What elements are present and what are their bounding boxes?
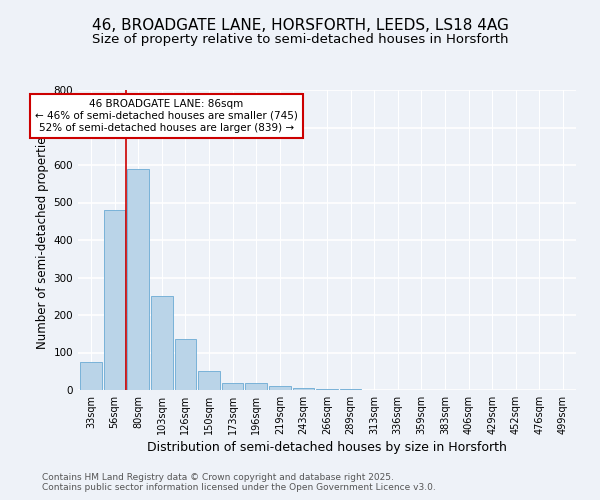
Bar (80, 362, 102, 390)
Bar (198, 371, 220, 390)
Text: 46 BROADGATE LANE: 86sqm
← 46% of semi-detached houses are smaller (745)
52% of : 46 BROADGATE LANE: 86sqm ← 46% of semi-d… (35, 100, 298, 132)
Bar (104, 210, 125, 390)
Text: Contains HM Land Registry data © Crown copyright and database right 2025.
Contai: Contains HM Land Registry data © Crown c… (42, 473, 436, 492)
Bar (222, 382, 244, 390)
Bar (127, 169, 149, 390)
Bar (151, 296, 173, 390)
Bar (340, 389, 361, 390)
Bar (175, 340, 196, 390)
Bar (269, 386, 290, 390)
Bar (316, 389, 338, 390)
Bar (245, 382, 267, 390)
X-axis label: Distribution of semi-detached houses by size in Horsforth: Distribution of semi-detached houses by … (147, 441, 507, 454)
Text: Size of property relative to semi-detached houses in Horsforth: Size of property relative to semi-detach… (92, 32, 508, 46)
Text: 46, BROADGATE LANE, HORSFORTH, LEEDS, LS18 4AG: 46, BROADGATE LANE, HORSFORTH, LEEDS, LS… (92, 18, 508, 32)
Y-axis label: Number of semi-detached properties: Number of semi-detached properties (37, 130, 49, 350)
Bar (293, 388, 314, 390)
